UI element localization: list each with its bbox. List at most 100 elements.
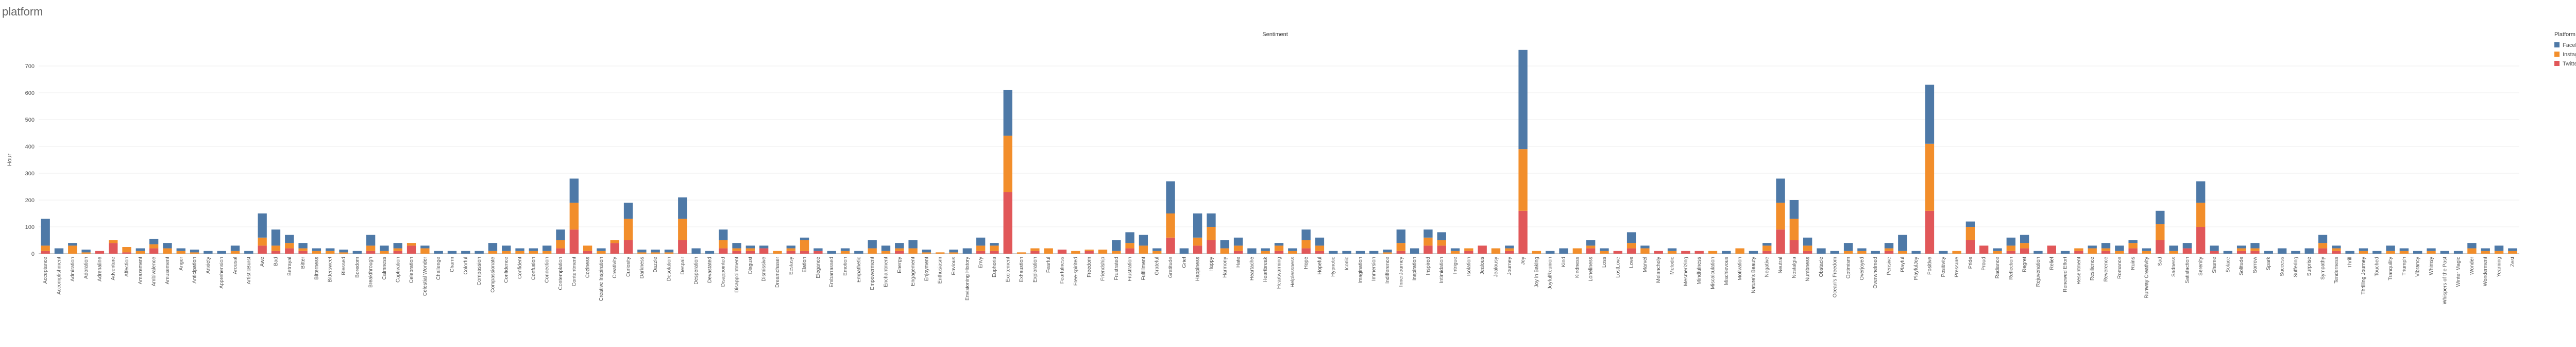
x-tick-label: Success [2280,257,2285,276]
x-tick-label: Numbness [1805,257,1811,282]
bar-segment [827,251,836,254]
bar-segment [569,178,579,203]
bar-segment [1220,248,1229,254]
bar-segment [326,251,335,254]
bar-segment [285,248,294,254]
bar-segment [1735,248,1744,254]
bar-segment [1301,248,1311,254]
bar-segment [1003,136,1012,192]
bar-segment [68,243,77,246]
bar-segment [2142,251,2151,254]
x-tick-label: Solitude [2239,257,2245,276]
x-tick-label: Anticipation [192,257,198,284]
bar-segment [637,250,647,253]
bar-segment [2088,248,2097,254]
bar-segment [1125,248,1134,254]
bar-segment [339,250,348,253]
bar-segment [204,251,213,254]
x-tick-label: Sad [2158,257,2163,266]
bar-segment [244,251,253,254]
bar-segment [393,243,402,249]
x-tick-label: Devastated [707,257,713,283]
page-title: platform [2,5,43,18]
x-tick-label: Heartache [1249,257,1255,281]
bar-segment [1518,149,1528,211]
x-tick-label: Wonderment [2483,257,2488,286]
x-tick-label: Wonder [2469,256,2475,275]
bar-segment [1261,251,1270,254]
bar-segment [2304,248,2314,254]
bar-segment [2074,248,2083,251]
bar-segment [2020,243,2029,249]
x-tick-label: Optimism [1846,257,1852,278]
legend-swatch [2554,42,2560,47]
bar-segment [1803,237,1812,246]
x-tick-label: Mindfulness [1697,257,1702,284]
bar-segment [2236,245,2246,249]
bar-segment [2453,251,2463,254]
bar-segment [298,251,308,254]
x-tick-label: Intimidation [1439,257,1445,283]
x-tick-label: Empowerment [870,257,875,290]
bar-segment [1450,248,1460,251]
bar-segment [1396,251,1405,254]
bar-segment [1993,251,2002,254]
bar-segment [176,251,185,254]
bar-segment [895,251,904,254]
bar-segment [380,251,389,254]
bar-segment [745,251,755,254]
x-tick-label: Dreamchaser [775,256,781,288]
bar-segment [800,240,809,251]
bar-segment [2182,248,2192,254]
bar-segment [2156,240,2165,254]
x-tick-label: Adventure [111,257,116,280]
x-tick-label: Affection [124,257,130,277]
bar-segment [597,251,606,254]
bar-segment [651,250,660,253]
bar-segment [1207,240,1216,254]
bar-segment [1505,245,1514,249]
bar-segment [637,252,647,254]
x-tick-label: Inspiration [1412,257,1418,280]
bar-segment [1342,251,1351,254]
bar-segment [1694,251,1704,254]
bar-segment [1952,251,1961,254]
bar-segment [1708,251,1718,254]
bar-segment [230,251,240,254]
chart-title: Sentiment [1262,31,1288,38]
bar-segment [2128,248,2138,254]
x-tick-label: Confusion [531,257,536,280]
bar-segment [976,245,986,251]
bar-segment [1274,245,1284,251]
x-tick-label: Journey [1507,257,1513,275]
bar-segment [122,247,131,253]
x-tick-label: Arousal [233,257,239,274]
x-tick-label: Betrayal [287,257,293,276]
bar-segment [2359,251,2368,254]
x-tick-label: Curiosity [626,257,632,277]
bar-segment [1125,243,1134,249]
bar-segment [881,245,891,251]
bar-segment [1586,245,1596,249]
x-tick-label: Emotion [843,257,849,276]
bar-segment [623,219,633,240]
x-tick-label: Anxiety [206,257,211,274]
bar-segment [1925,143,1935,211]
bar-segment [1626,243,1636,249]
x-tick-label: Frustrated [1114,257,1120,280]
x-tick-label: Resentment [2076,257,2082,285]
x-tick-label: Radiance [1995,257,2001,279]
bar-segment [2399,248,2409,251]
x-tick-label: Pensive [1887,257,1892,275]
bar-segment [610,243,619,254]
bar-segment [2427,251,2436,254]
x-tick-label: Elation [802,257,808,273]
bar-segment [840,248,850,251]
bar-segment [2142,248,2151,251]
bar-segment [1437,232,1446,240]
x-tick-label: Fearfulness [1060,257,1065,284]
x-tick-label: Apprehension [219,257,225,289]
bar-segment [1437,240,1446,246]
bar-segment [406,243,416,246]
bar-segment [759,248,769,254]
